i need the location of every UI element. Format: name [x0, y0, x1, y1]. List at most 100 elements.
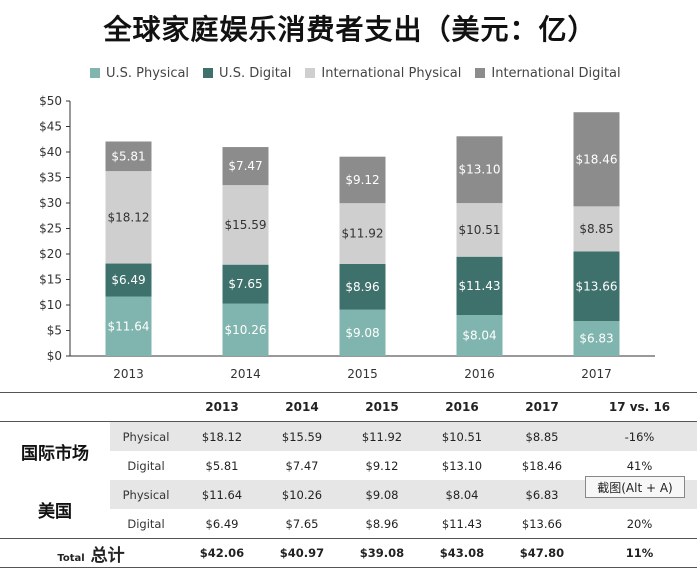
bar-segment-label: $13.10 [459, 163, 501, 177]
header-2016: 2016 [422, 392, 502, 422]
table-cell: $8.85 [502, 421, 582, 451]
y-tick-label: $50 [39, 94, 62, 108]
table-cell: $7.65 [285, 516, 319, 531]
table-cell: $15.59 [262, 421, 342, 451]
y-tick-label: $40 [39, 145, 62, 159]
table-cell: -16% [582, 421, 697, 451]
table-cell: $13.10 [441, 458, 483, 473]
row-sub-label: Physical [110, 421, 182, 451]
header-2017: 2017 [502, 392, 582, 422]
table-cell: $18.46 [521, 458, 563, 473]
header-2014: 2014 [262, 392, 342, 422]
total-label-en: Total [57, 552, 85, 564]
bar-segment-label: $18.12 [108, 210, 150, 224]
total-cell: $43.08 [422, 538, 502, 568]
bar-segment-label: $13.66 [576, 279, 618, 293]
table-cell: $11.43 [441, 516, 483, 531]
header-blank-1 [0, 392, 110, 422]
total-cell: $40.97 [262, 538, 342, 568]
row-sub-label: Digital [127, 458, 165, 473]
screenshot-tooltip: 截图(Alt + A) [585, 476, 685, 498]
bar-segment [105, 171, 152, 264]
bar-segment-label: $7.65 [228, 277, 262, 291]
table-header-row: 2013 2014 2015 2016 2017 17 vs. 16 [0, 392, 697, 422]
table-cell: $11.64 [182, 480, 262, 509]
bar-segment [222, 185, 269, 265]
table-cell: $6.49 [205, 516, 239, 531]
x-tick-label: 2013 [113, 367, 144, 381]
bar-segment [573, 321, 620, 356]
bar-segment-label: $8.85 [579, 222, 613, 236]
bar-segment [456, 203, 503, 257]
bar-segment [456, 136, 503, 204]
row-group-international: 国际市场 [0, 421, 110, 480]
summary-table-wrap: 2013 2014 2015 2016 2017 17 vs. 16 国际市场 … [0, 392, 700, 568]
y-tick-label: $0 [47, 349, 62, 363]
bar-segment-label: $11.43 [459, 279, 501, 293]
bar-segment [222, 147, 269, 186]
header-2013: 2013 [182, 392, 262, 422]
table-row-us-digital: Digital $6.49 $7.65 $8.96 $11.43 $13.66 … [0, 509, 697, 539]
y-tick-label: $25 [39, 222, 62, 236]
table-cell: 20% [626, 516, 653, 531]
table-cell: $6.83 [502, 480, 582, 509]
legend-label-intl-physical: International Physical [321, 65, 462, 81]
total-cell: $39.08 [342, 538, 422, 568]
table-row-intl-physical: 国际市场 Physical $18.12 $15.59 $11.92 $10.5… [0, 421, 697, 480]
legend-label-intl-digital: International Digital [491, 65, 621, 81]
bar-segment-label: $18.46 [576, 152, 618, 166]
legend-label-us-digital: U.S. Digital [219, 65, 292, 81]
table-cell: $8.96 [365, 516, 399, 531]
bar-segment-label: $5.81 [111, 149, 145, 163]
bar-segment-label: $6.83 [579, 332, 613, 346]
bar-segment [339, 203, 386, 264]
bar-segment [573, 112, 620, 207]
x-tick-label: 2015 [347, 367, 378, 381]
y-tick-label: $35 [39, 171, 62, 185]
table-cell: $13.66 [521, 516, 563, 531]
table-cell: $7.47 [285, 458, 319, 473]
legend-swatch-intl-digital [475, 68, 486, 78]
legend-swatch-us-physical [90, 68, 100, 78]
bar-segment-label: $10.51 [459, 223, 501, 237]
bar-segment [105, 296, 152, 356]
bar-segment-label: $6.49 [111, 273, 145, 287]
total-cell: $47.80 [502, 538, 582, 568]
bar-segment [105, 263, 152, 297]
bar-segment-label: $8.96 [345, 280, 379, 294]
header-blank-2 [110, 392, 182, 422]
table-cell: $9.12 [365, 458, 399, 473]
table-cell: $10.51 [422, 421, 502, 451]
row-sub-label: Physical [110, 480, 182, 509]
bar-segment [456, 256, 503, 315]
bar-segment-label: $11.92 [342, 227, 384, 241]
table-cell: 41% [626, 458, 653, 473]
bar-segment-label: $10.26 [225, 323, 267, 337]
bar-segment-label: $15.59 [225, 218, 267, 232]
legend-item-intl-physical: International Physical [305, 66, 461, 81]
bar-segment [573, 251, 620, 322]
table-cell: $8.04 [422, 480, 502, 509]
bar-segment [573, 206, 620, 252]
bar-segment-label: $9.08 [345, 326, 379, 340]
table-row-intl-digital: Digital $5.81 $7.47 $9.12 $13.10 $18.46 … [0, 451, 697, 480]
x-tick-label: 2017 [581, 367, 612, 381]
table-cell: $5.81 [205, 458, 239, 473]
table-row-total: Total 总计 $42.06 $40.97 $39.08 $43.08 $47.… [0, 538, 697, 568]
bar-segment [456, 314, 503, 356]
bar-segment-label: $7.47 [228, 159, 262, 173]
summary-table: 2013 2014 2015 2016 2017 17 vs. 16 国际市场 … [0, 392, 697, 568]
bar-segment [339, 156, 386, 204]
legend-item-us-digital: U.S. Digital [203, 66, 291, 81]
legend-item-intl-digital: International Digital [475, 65, 621, 81]
table-cell: $9.08 [342, 480, 422, 509]
row-sub-label: Digital [127, 516, 165, 531]
bar-segment [105, 141, 152, 172]
table-cell: $18.12 [182, 421, 262, 451]
y-tick-label: $45 [39, 120, 62, 134]
table-cell: $10.26 [262, 480, 342, 509]
header-17-vs-16: 17 vs. 16 [582, 392, 697, 422]
legend-item-us-physical: U.S. Physical [90, 66, 189, 81]
x-tick-label: 2014 [230, 367, 261, 381]
legend: U.S. Physical U.S. Digital International… [90, 64, 635, 82]
